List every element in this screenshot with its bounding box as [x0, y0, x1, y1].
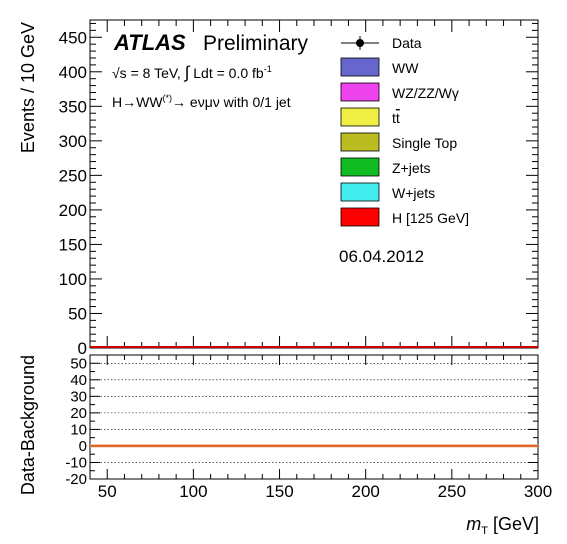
- luminosity-text: Ldt = 0.0 fb: [189, 65, 264, 81]
- sqrt-s-symbol: √s: [112, 65, 127, 81]
- atlas-logo: ATLAS: [113, 30, 186, 55]
- main-y-tick-label: 150: [59, 235, 87, 254]
- legend-label: Data: [392, 35, 422, 51]
- main-y-tick-label: 100: [59, 270, 87, 289]
- ratio-gridlines: [90, 362, 538, 480]
- energy-lumi-info: √s = 8 TeV, ∫ Ldt = 0.0 fb-1: [112, 63, 272, 82]
- ratio-y-axis-title: Data-Background: [18, 355, 38, 495]
- x-axis-unit: [GeV]: [488, 514, 539, 534]
- ratio-y-tick-label: 20: [70, 405, 87, 422]
- legend-label: tt: [392, 110, 400, 126]
- channel-superscript: (*): [163, 93, 173, 103]
- legend-swatch: [340, 57, 380, 77]
- luminosity-exponent: -1: [264, 64, 272, 74]
- legend-label-tbar: t: [396, 110, 400, 126]
- legend-entry: WZ/ZZ/Wγ: [340, 82, 459, 102]
- legend-entry: Single Top: [340, 132, 457, 152]
- ratio-y-tick-label: -10: [65, 454, 87, 471]
- main-y-tick-label: 200: [59, 201, 87, 220]
- channel-info: H→WW(*)→ eνμν with 0/1 jet: [112, 93, 291, 110]
- legend-entry: W+jets: [340, 182, 435, 202]
- ratio-y-tick-label: 40: [70, 372, 87, 389]
- x-tick-label: 250: [438, 482, 466, 501]
- ratio-y-tick-label: -20: [65, 471, 87, 488]
- x-axis-subscript: T: [481, 525, 488, 537]
- svg-text:H→WW(*)→ eνμν with 0/1 jet: H→WW(*)→ eνμν with 0/1 jet: [112, 93, 291, 110]
- channel-prefix: H→WW: [112, 94, 163, 110]
- x-tick-label: 200: [352, 482, 380, 501]
- energy-text: = 8 TeV,: [127, 65, 185, 81]
- legend-entry: Data: [341, 35, 422, 51]
- svg-text:√s = 8 TeV, ∫ Ldt = 0.0 fb-1: √s = 8 TeV, ∫ Ldt = 0.0 fb-1: [112, 63, 272, 82]
- legend-entry: H [125 GeV]: [340, 207, 469, 227]
- main-y-tick-label: 450: [59, 28, 87, 47]
- legend-swatch: [340, 207, 380, 227]
- legend-entry: Z+jets: [340, 157, 431, 177]
- legend-label: WZ/ZZ/Wγ: [392, 85, 459, 101]
- x-axis-title: mT [GeV]: [466, 514, 539, 537]
- x-tick-label: 300: [524, 482, 552, 501]
- legend-swatch: [340, 182, 380, 202]
- ratio-y-tick-label: 50: [70, 355, 87, 372]
- main-y-tick-label: 400: [59, 63, 87, 82]
- legend-entry: WW: [340, 57, 419, 77]
- main-y-tick-label: 250: [59, 166, 87, 185]
- main-plot-panel: 0 50 100 150 200 250 300 350 400 450: [59, 19, 539, 358]
- x-tick-label: 150: [265, 482, 293, 501]
- main-y-tick-label: 50: [68, 304, 87, 323]
- channel-suffix: → eνμν with 0/1 jet: [172, 94, 291, 110]
- x-axis-symbol: m: [466, 514, 481, 534]
- ratio-y-tick-label: 30: [70, 388, 87, 405]
- x-tick-label: 50: [98, 482, 117, 501]
- legend-label: WW: [392, 60, 419, 76]
- legend-entry: tt: [340, 107, 400, 127]
- x-tick-label: 100: [179, 482, 207, 501]
- legend-label: Z+jets: [392, 160, 431, 176]
- legend-label: W+jets: [392, 185, 435, 201]
- ratio-x-axis: 50 100 150 200 250 300: [89, 355, 552, 501]
- main-y-axis-title: Events / 10 GeV: [18, 22, 38, 153]
- legend-swatch: [340, 82, 380, 102]
- legend-swatch: [340, 107, 380, 127]
- main-y-tick-label: 300: [59, 132, 87, 151]
- preliminary-label: Preliminary: [203, 32, 309, 55]
- main-y-tick-label: 350: [59, 97, 87, 116]
- legend: Data WW WZ/ZZ/Wγ tt Single Top Z+jets W+jets H …: [340, 35, 469, 227]
- legend-swatch: [340, 132, 380, 152]
- legend-label: H [125 GeV]: [392, 210, 469, 226]
- legend-data-marker: [356, 39, 364, 47]
- date-label: 06.04.2012: [339, 247, 424, 266]
- main-y-axis: 0 50 100 150 200 250 300 350 400 450: [59, 22, 538, 358]
- integral-symbol: ∫: [184, 63, 191, 82]
- legend-label: Single Top: [392, 135, 457, 151]
- ratio-y-tick-label: 0: [79, 438, 87, 455]
- legend-swatch: [340, 157, 380, 177]
- ratio-plot-frame: [89, 354, 539, 480]
- main-y-tick-label: 0: [78, 339, 87, 358]
- ratio-y-tick-label: 10: [70, 421, 87, 438]
